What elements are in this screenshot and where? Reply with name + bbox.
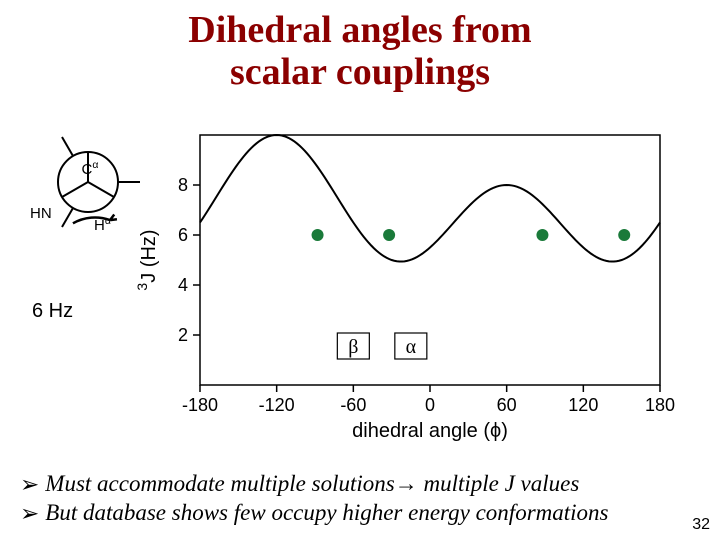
- bullet-item: ➢But database shows few occupy higher en…: [20, 499, 609, 528]
- svg-text:3J (Hz): 3J (Hz): [134, 229, 160, 290]
- six-hz-label: 6 Hz: [32, 300, 73, 323]
- bullet-list: ➢ Must accommodate multiple solutions→ m…: [20, 470, 609, 528]
- slide: { "title": { "text_line1": "Dihedral ang…: [0, 0, 720, 540]
- svg-text:HN: HN: [30, 205, 52, 222]
- page-number: 32: [692, 516, 710, 534]
- svg-text:0: 0: [425, 395, 435, 415]
- bullet-arrow-icon: ➢: [20, 471, 39, 500]
- svg-text:8: 8: [178, 175, 188, 195]
- bullet-text: Must accommodate multiple solutions→ mul…: [45, 470, 579, 499]
- svg-text:β: β: [348, 336, 358, 358]
- bullet-item: ➢ Must accommodate multiple solutions→ m…: [20, 470, 609, 499]
- svg-text:4: 4: [178, 275, 188, 295]
- svg-text:60: 60: [497, 395, 517, 415]
- svg-text:2: 2: [178, 325, 188, 345]
- svg-text:120: 120: [568, 395, 598, 415]
- svg-text:-180: -180: [182, 395, 218, 415]
- bullet-arrow-icon: ➢: [20, 500, 39, 529]
- svg-text:6: 6: [178, 225, 188, 245]
- slide-title: Dihedral angles from scalar couplings: [0, 10, 720, 94]
- karplus-chart: -180 -120 -60 0 60 120 180 2 4 6 8 dihedral angle (…: [130, 115, 720, 445]
- svg-text:α: α: [406, 336, 417, 358]
- svg-text:dihedral angle (ϕ): dihedral angle (ϕ): [352, 420, 508, 442]
- title-line2: scalar couplings: [230, 51, 490, 93]
- svg-text:-60: -60: [340, 395, 366, 415]
- svg-text:-120: -120: [259, 395, 295, 415]
- title-line1: Dihedral angles from: [188, 9, 531, 51]
- svg-text:180: 180: [645, 395, 675, 415]
- bullet-text: But database shows few occupy higher ene…: [45, 499, 608, 528]
- svg-text:Cα: Cα: [82, 159, 99, 178]
